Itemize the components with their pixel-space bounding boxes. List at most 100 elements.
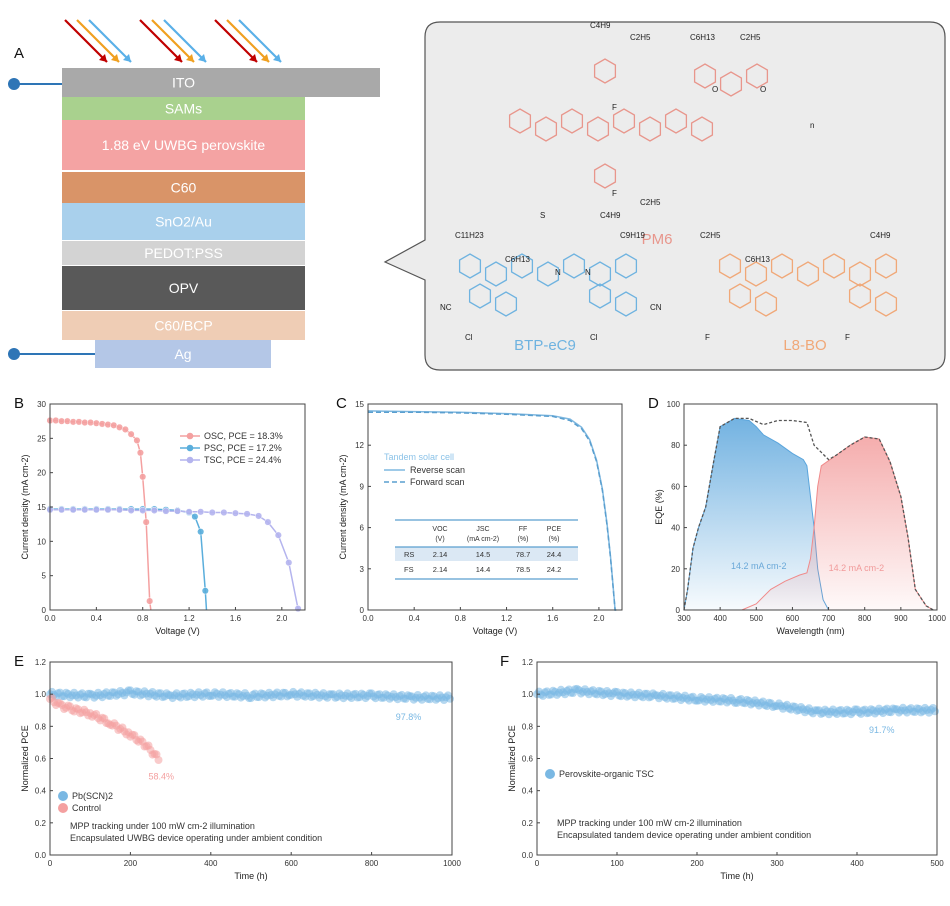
btp-ring [468, 283, 492, 309]
x-tick-label: 1.2 [184, 614, 196, 623]
data-point [139, 473, 147, 481]
l8-ring [848, 261, 872, 287]
iv-curve-1 [50, 508, 208, 611]
data-point [104, 506, 112, 514]
table-header-unit: (mA cm-2) [467, 536, 499, 543]
y-tick-label: 0.6 [522, 755, 534, 764]
x-axis-label: Voltage (V) [155, 626, 200, 636]
legend-marker [186, 444, 194, 452]
table-header: PCE [547, 526, 562, 533]
data-point [220, 508, 228, 517]
y-tick-label: 0.0 [522, 851, 534, 860]
atom-label: Cl [465, 333, 473, 342]
data-point [75, 418, 83, 426]
arrowhead-icon [261, 54, 269, 62]
iv-curve-1 [368, 411, 617, 611]
iv-curve-0 [50, 419, 152, 611]
y-tick-label: 0.6 [35, 755, 47, 764]
table-cell: 24.2 [547, 565, 562, 574]
substituent-label: C4H9 [870, 231, 891, 240]
eqe-line-2 [683, 417, 934, 611]
data-point [162, 507, 170, 515]
atom-label: N [555, 268, 561, 277]
y-tick-label: 0.8 [35, 722, 47, 731]
data-point [208, 508, 216, 517]
data-point [294, 605, 302, 613]
y-tick-label: 1.0 [35, 690, 47, 699]
x-tick-label: 1000 [443, 859, 461, 868]
atom-label: F [612, 103, 617, 112]
plot-frame [367, 403, 623, 611]
layer-7 [62, 311, 305, 340]
layer-label: OPV [169, 280, 199, 296]
pm6-ring [612, 108, 636, 134]
layer-4 [62, 203, 305, 240]
btp-ring [536, 261, 560, 287]
end-label-control: 58.4% [148, 771, 174, 781]
y-tick-label: 40 [671, 524, 680, 533]
data-point [243, 510, 251, 518]
y-tick-label: 80 [671, 441, 680, 450]
atom-label: CN [650, 303, 662, 312]
data-point [69, 506, 77, 514]
table-cell: 14.5 [476, 550, 491, 559]
x-axis-label: Wavelength (nm) [776, 626, 844, 636]
legend-label: Perovskite-organic TSC [559, 769, 654, 779]
y-tick-label: 0.2 [522, 819, 534, 828]
legend-marker [186, 456, 194, 464]
layer-label: SAMs [165, 101, 202, 117]
substituent-label: C11H23 [455, 231, 484, 240]
iv-curve-2 [50, 508, 300, 611]
light-ray-arrow-icon [76, 19, 120, 63]
l8-ring [848, 283, 872, 309]
x-tick-label: 500 [930, 859, 944, 868]
x-tick-label: 400 [850, 859, 864, 868]
speech-bubble [383, 21, 946, 371]
data-point [142, 518, 150, 526]
x-tick-label: 800 [858, 614, 872, 623]
jsc-annotation-organic: 14.2 mA cm-2 [829, 563, 885, 573]
x-tick-label: 500 [750, 614, 764, 623]
pm6-label: PM6 [642, 231, 673, 248]
data-point [255, 512, 263, 520]
legend-marker [186, 432, 194, 440]
y-tick-label: 0.2 [35, 819, 47, 828]
x-axis-label: Time (h) [234, 871, 267, 881]
y-tick-label: 0 [360, 606, 365, 615]
table-cell: 14.4 [476, 565, 491, 574]
x-tick-label: 0 [535, 859, 540, 868]
x-tick-label: 300 [770, 859, 784, 868]
table-cell: 2.14 [433, 550, 448, 559]
data-point [231, 509, 240, 517]
pm6-ring [664, 108, 688, 134]
data-point [121, 425, 129, 433]
x-tick-label: 2.0 [593, 614, 605, 623]
y-tick-label: 1.0 [522, 690, 534, 699]
l8-bo-label: L8-BO [783, 337, 826, 354]
legend-label: PSC, PCE = 17.2% [204, 443, 282, 453]
y-axis-label: Current density (mA cm-2) [20, 454, 30, 559]
legend-label: Pb(SCN)2 [72, 791, 113, 801]
l8-ring [718, 253, 742, 279]
y-tick-label: 0.0 [35, 851, 47, 860]
table-cell: 78.7 [516, 550, 531, 559]
x-tick-label: 0.8 [455, 614, 467, 623]
table-header: JSC [476, 526, 489, 533]
layer-label: 1.88 eV UWBG perovskite [102, 137, 266, 153]
y-tick-label: 20 [671, 565, 680, 574]
device-stack: ITO SAMs 1.88 eV UWBG perovskite C60 SnO2/Au… [8, 19, 380, 368]
layer-label: SnO2/Au [155, 214, 212, 230]
table-header: VOC [432, 526, 447, 533]
legend-label: OSC, PCE = 18.3% [204, 431, 283, 441]
y-tick-label: 10 [37, 537, 46, 546]
data-point [197, 508, 205, 516]
x-tick-label: 400 [713, 614, 727, 623]
pm6-ring [534, 116, 558, 142]
y-tick-label: 0 [676, 606, 681, 615]
data-point [446, 694, 454, 703]
iv-curve-0 [367, 410, 617, 611]
annotation-note: MPP tracking under 100 mW cm-2 illuminat… [557, 818, 742, 828]
panel-label-f: F [500, 653, 509, 670]
layer-label: ITO [172, 75, 195, 91]
